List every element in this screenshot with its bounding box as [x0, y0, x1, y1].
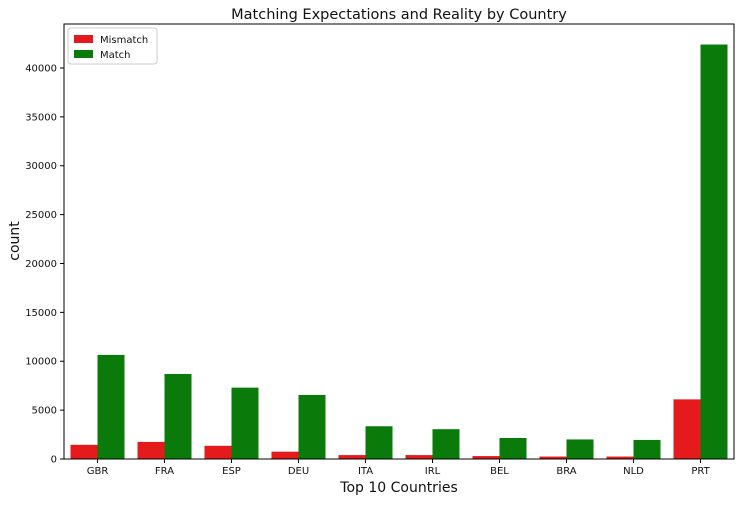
bars-layer — [70, 44, 728, 460]
bar-mismatch-fra — [137, 441, 165, 459]
legend-label-mismatch: Mismatch — [100, 35, 148, 46]
y-axis-label: count — [7, 221, 23, 261]
x-tick-label-bel: BEL — [490, 466, 509, 477]
bar-match-ita — [365, 426, 393, 459]
bar-match-nld — [633, 439, 661, 459]
bar-match-fra — [164, 373, 192, 459]
legend: Mismatch Match — [67, 27, 158, 65]
y-tick-label-30000: 30000 — [25, 161, 57, 172]
bar-match-gbr — [97, 354, 125, 459]
x-tick-label-nld: NLD — [623, 466, 644, 477]
legend-label-match: Match — [100, 50, 131, 61]
bar-mismatch-bel — [472, 456, 500, 459]
bar-mismatch-ita — [338, 455, 366, 459]
axes-layer — [63, 23, 735, 460]
x-tick-label-gbr: GBR — [87, 466, 109, 477]
y-tick-label-35000: 35000 — [25, 112, 57, 123]
bar-match-bra — [566, 439, 594, 459]
bar-match-bel — [499, 437, 527, 459]
y-tick-label-40000: 40000 — [25, 63, 57, 74]
y-tick-label-20000: 20000 — [25, 259, 57, 270]
ticks-layer: GBR FRA ESP DEU ITA IRL BEL BRA NLD PRT 0 5000 10000… — [25, 63, 710, 477]
bar-match-prt — [700, 44, 728, 460]
y-tick-label-5000: 5000 — [32, 406, 57, 417]
y-tick-label-10000: 10000 — [25, 357, 57, 368]
y-tick-label-25000: 25000 — [25, 210, 57, 221]
x-tick-label-ita: ITA — [358, 466, 373, 477]
bar-mismatch-gbr — [70, 444, 98, 459]
bar-match-irl — [432, 429, 460, 459]
x-tick-label-prt: PRT — [691, 466, 710, 477]
x-tick-label-deu: DEU — [288, 466, 309, 477]
bar-mismatch-prt — [673, 399, 701, 459]
legend-swatch-mismatch — [74, 35, 93, 43]
bar-match-deu — [298, 394, 326, 459]
x-tick-label-fra: FRA — [155, 466, 174, 477]
x-tick-label-irl: IRL — [425, 466, 441, 477]
x-tick-label-bra: BRA — [556, 466, 576, 477]
x-tick-label-esp: ESP — [222, 466, 241, 477]
bar-mismatch-bra — [539, 456, 567, 459]
bar-mismatch-irl — [405, 455, 433, 459]
y-tick-label-15000: 15000 — [25, 308, 57, 319]
bar-mismatch-deu — [271, 451, 299, 459]
chart-title: Matching Expectations and Reality by Cou… — [231, 7, 567, 23]
bar-mismatch-esp — [204, 445, 232, 459]
y-tick-label-0: 0 — [51, 455, 57, 466]
bar-match-esp — [231, 387, 259, 459]
plot-frame — [63, 23, 735, 460]
legend-swatch-match — [74, 50, 93, 58]
x-axis-label: Top 10 Countries — [339, 480, 457, 496]
bar-mismatch-nld — [606, 456, 634, 459]
